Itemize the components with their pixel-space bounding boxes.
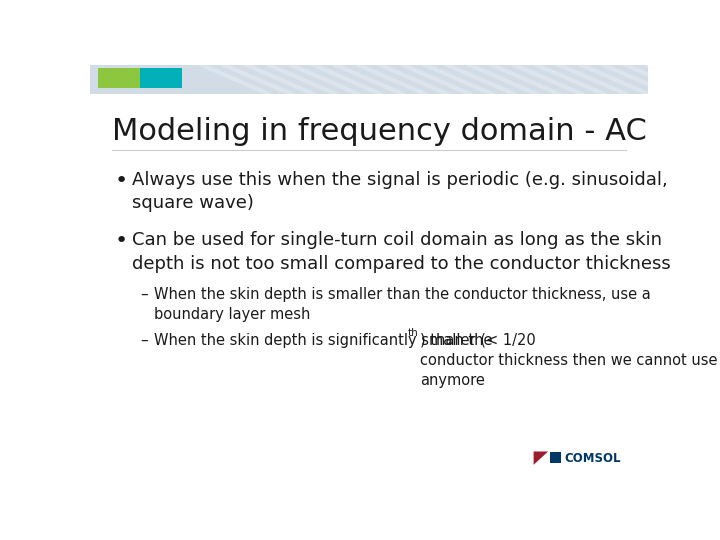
FancyBboxPatch shape [90,65,648,94]
Text: When the skin depth is significantly smaller (< 1/20: When the skin depth is significantly sma… [154,333,536,348]
Text: th: th [408,328,419,338]
FancyBboxPatch shape [90,65,648,481]
FancyBboxPatch shape [99,68,140,87]
Text: •: • [115,171,128,191]
Text: Always use this when the signal is periodic (e.g. sinusoidal,
square wave): Always use this when the signal is perio… [132,171,667,212]
Text: •: • [115,231,128,251]
FancyBboxPatch shape [550,453,561,463]
Text: When the skin depth is smaller than the conductor thickness, use a
boundary laye: When the skin depth is smaller than the … [154,287,651,322]
Polygon shape [534,451,548,465]
Text: Can be used for single-turn coil domain as long as the skin
depth is not too sma: Can be used for single-turn coil domain … [132,231,670,273]
Text: Modeling in frequency domain - AC: Modeling in frequency domain - AC [112,117,647,146]
Text: –: – [140,333,148,348]
Text: ) than the
conductor thickness then we cannot use single-turn coil domain
anymor: ) than the conductor thickness then we c… [420,333,720,388]
FancyBboxPatch shape [140,68,182,87]
Text: COMSOL: COMSOL [564,451,621,464]
FancyBboxPatch shape [90,65,648,94]
Text: –: – [140,287,148,302]
